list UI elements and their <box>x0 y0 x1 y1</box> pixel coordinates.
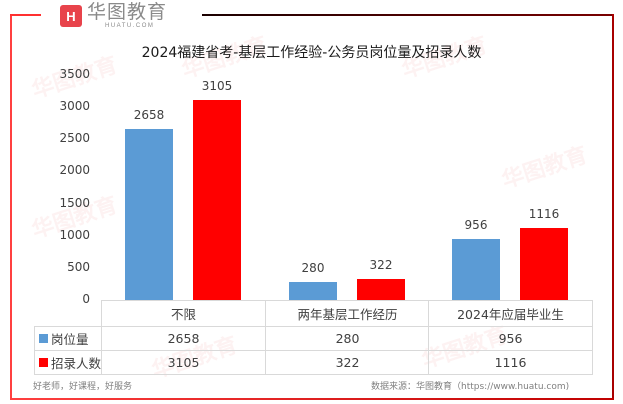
frame-border-left <box>10 14 12 400</box>
table-cell: 1116 <box>428 350 592 374</box>
y-tick-label: 0 <box>82 292 90 306</box>
frame-border-top <box>202 14 614 16</box>
table-border <box>34 374 593 375</box>
bar-positions <box>125 129 173 300</box>
legend-swatch-icon <box>39 334 48 343</box>
y-tick-label: 3500 <box>59 67 90 81</box>
watermark: 华图教育 <box>499 142 591 194</box>
brand-logo: H 华图教育 HUATU.COM <box>60 2 167 30</box>
table-header-cell: 2024年应届毕业生 <box>428 300 592 326</box>
y-tick-label: 500 <box>67 259 90 274</box>
data-label: 322 <box>369 258 393 273</box>
legend-swatch-icon <box>39 358 48 367</box>
table-legend-cell: 岗位量 <box>34 326 101 350</box>
brand-name-cn: 华图教育 <box>87 1 168 23</box>
bar-recruits <box>520 228 568 300</box>
table-cell: 280 <box>265 326 429 350</box>
y-tick-label: 2000 <box>59 163 90 178</box>
bar-recruits <box>357 279 405 300</box>
data-label: 2658 <box>133 108 165 123</box>
brand-name-en: HUATU.COM <box>105 23 155 29</box>
data-label: 1116 <box>528 207 560 222</box>
frame-border-right <box>612 14 614 400</box>
table-cell: 322 <box>265 350 429 374</box>
frame-border-bottom <box>10 398 614 400</box>
bar-recruits <box>193 100 241 300</box>
chart-title: 2024福建省考-基层工作经验-公务员岗位量及招录人数 <box>141 45 482 61</box>
legend-label: 岗位量 <box>51 332 89 347</box>
table-cell: 3105 <box>101 350 265 374</box>
table-cell: 2658 <box>101 326 265 350</box>
bar-positions <box>289 282 337 300</box>
table-legend-cell: 招录人数 <box>34 350 101 374</box>
legend-label: 招录人数 <box>51 356 102 371</box>
y-tick-label: 2500 <box>59 131 90 146</box>
footer-source: 数据来源：华图教育（https://www.huatu.com) <box>371 382 570 392</box>
y-tick-label: 1500 <box>59 195 90 210</box>
table-header-cell: 不限 <box>101 300 265 326</box>
frame-border-top <box>10 14 41 16</box>
data-label: 280 <box>301 261 325 275</box>
y-tick-label: 1000 <box>59 227 90 242</box>
footer-slogan: 好老师，好课程，好服务 <box>33 382 133 392</box>
table-header-cell: 两年基层工作经历 <box>265 300 429 326</box>
data-label: 3105 <box>201 79 233 94</box>
bar-positions <box>452 238 500 300</box>
logo-icon: H <box>60 5 82 27</box>
table-border <box>592 300 593 374</box>
y-tick-label: 3000 <box>59 99 90 114</box>
table-cell: 956 <box>428 326 592 350</box>
data-label: 956 <box>464 217 488 232</box>
